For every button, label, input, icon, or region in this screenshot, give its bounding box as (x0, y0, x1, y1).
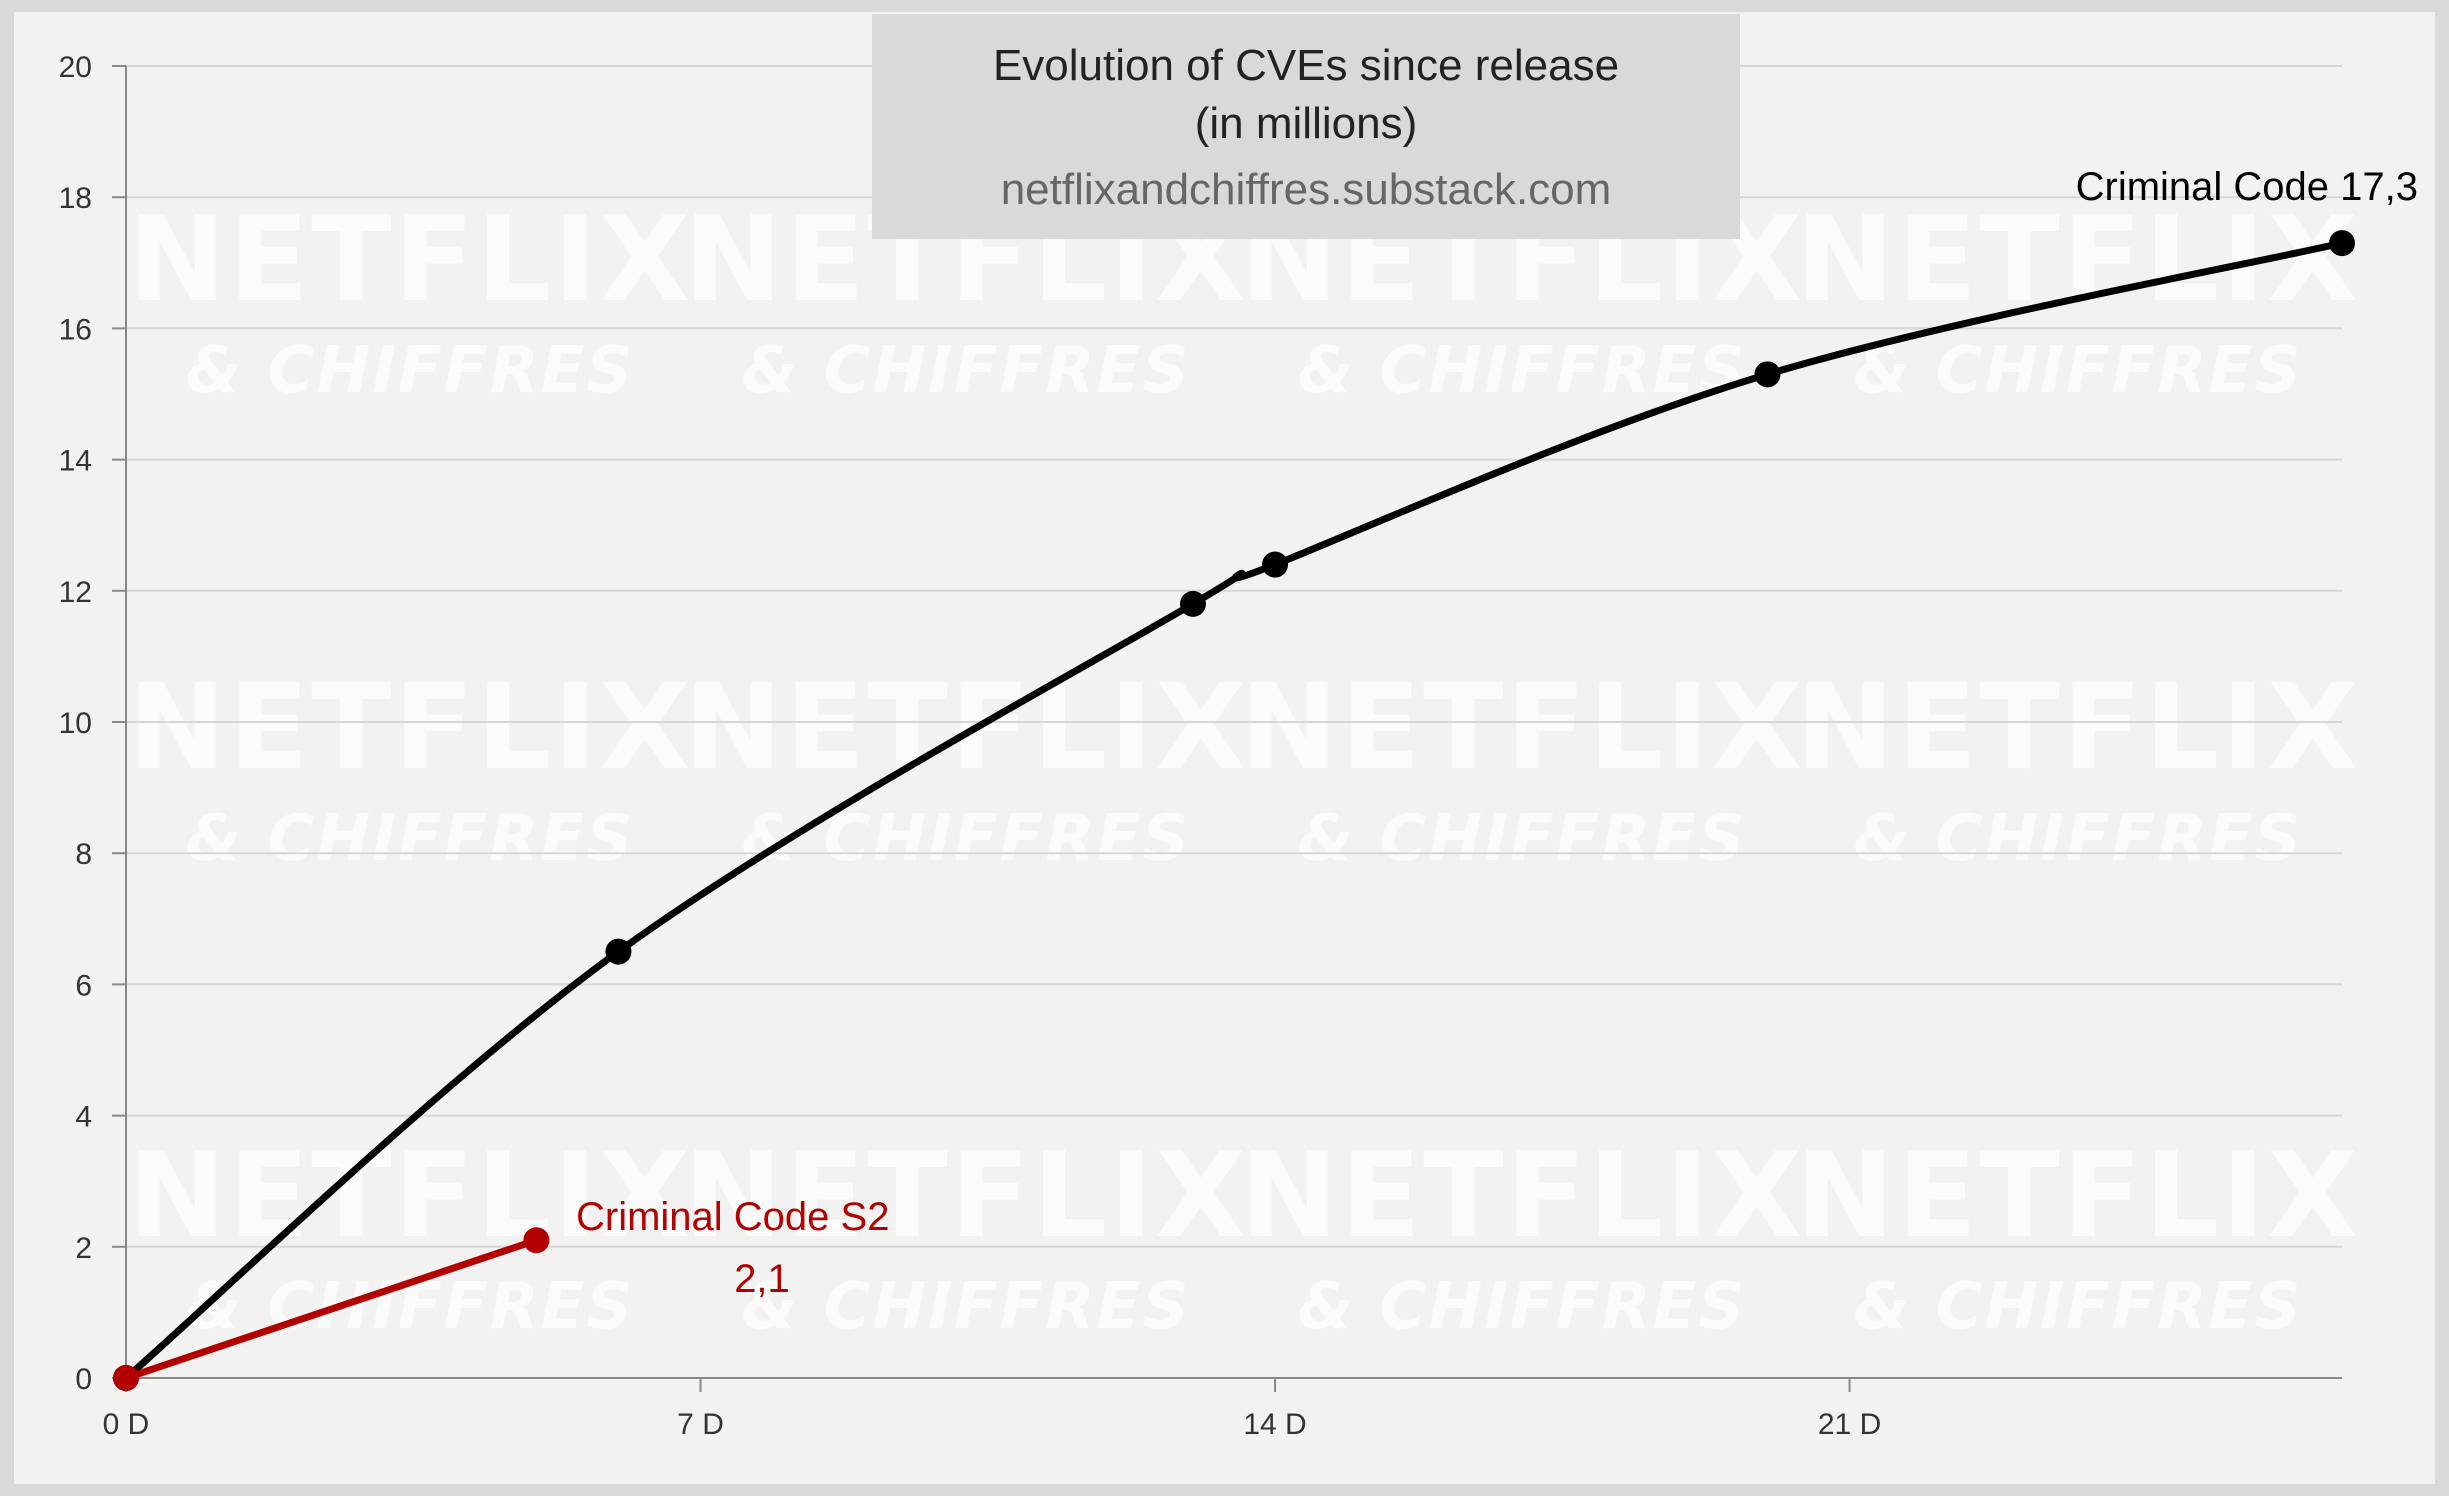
y-tick-label: 10 (59, 707, 92, 740)
watermark-chiffres-text: & CHIFFRES (1298, 802, 1747, 876)
watermark-chiffres-text: & CHIFFRES (742, 334, 1191, 408)
x-tick-labels: 0 D 7 D 14 D 21 D (103, 1408, 1882, 1441)
criminal-code-s2-value-label: 2,1 (734, 1257, 790, 1301)
y-tick-label: 4 (75, 1101, 92, 1134)
series-line-1 (122, 1236, 540, 1382)
data-point-series-0 (605, 938, 632, 965)
data-point-series-0 (1179, 590, 1206, 617)
watermark-chiffres-text: & CHIFFRES (186, 334, 635, 408)
y-tick-label: 14 (59, 445, 92, 478)
data-point-series-0 (1262, 551, 1289, 578)
y-tick-label: 16 (59, 313, 92, 346)
watermark-chiffres-text: & CHIFFRES (1854, 802, 2303, 876)
watermark-netflix-text: NETFLIX (1240, 658, 1805, 796)
x-tick-label: 7 D (677, 1408, 724, 1441)
y-tick-label: 20 (59, 51, 92, 84)
y-tick-label: 18 (59, 182, 92, 215)
x-tick-label: 0 D (103, 1408, 150, 1441)
data-points (113, 230, 2355, 1391)
watermark-chiffres-text: & CHIFFRES (742, 802, 1191, 876)
watermark-netflix-text: NETFLIX (1240, 1126, 1805, 1264)
watermark-netflix-text: NETFLIX (128, 1126, 693, 1264)
data-point-series-1 (113, 1365, 139, 1391)
watermark-chiffres-text: & CHIFFRES (1298, 1270, 1747, 1344)
data-point-series-0 (1754, 361, 1781, 388)
title-box-background (872, 14, 1740, 239)
series-layer (122, 239, 2346, 1382)
y-tick-label: 8 (75, 838, 92, 871)
y-tick-label: 12 (59, 576, 92, 609)
watermark-netflix-text: NETFLIX (128, 658, 693, 796)
watermark-chiffres-text: & CHIFFRES (186, 802, 635, 876)
x-tick-label: 14 D (1243, 1408, 1306, 1441)
watermark-chiffres-text: & CHIFFRES (1854, 1270, 2303, 1344)
watermark-chiffres-text: & CHIFFRES (1854, 334, 2303, 408)
data-point-series-0 (2329, 230, 2355, 257)
y-tick-label: 6 (75, 969, 92, 1002)
chart-subtitle: netflixandchiffres.substack.com (1001, 165, 1612, 214)
data-point-series-1 (523, 1227, 550, 1254)
watermark-netflix-text: NETFLIX (128, 190, 693, 328)
watermark-netflix-text: NETFLIX (1796, 1126, 2361, 1264)
series-line-0 (122, 239, 2346, 1382)
criminal-code-s2-label: Criminal Code S2 (576, 1195, 889, 1239)
watermark-netflix-text: NETFLIX (684, 658, 1249, 796)
y-tick-label: 0 (75, 1363, 92, 1396)
watermark-chiffres-text: & CHIFFRES (742, 1270, 1191, 1344)
title-box: Evolution of CVEs since release (in mill… (872, 14, 1740, 239)
watermark-chiffres-text: & CHIFFRES (1298, 334, 1747, 408)
chart-title-line2: (in millions) (1195, 99, 1417, 148)
y-tick-label: 2 (75, 1232, 92, 1265)
y-tick-labels: 0 2 4 6 8 10 12 14 16 18 20 (59, 51, 92, 1396)
watermark-netflix-text: NETFLIX (1796, 658, 2361, 796)
watermark-netflix-text: NETFLIX (684, 1126, 1249, 1264)
x-tick-label: 21 D (1818, 1408, 1881, 1441)
chart-background (14, 12, 2435, 1484)
axes (125, 66, 2342, 1392)
criminal-code-end-label: Criminal Code 17,3 (2076, 165, 2418, 209)
chart-title: Evolution of CVEs since release (993, 41, 1619, 90)
